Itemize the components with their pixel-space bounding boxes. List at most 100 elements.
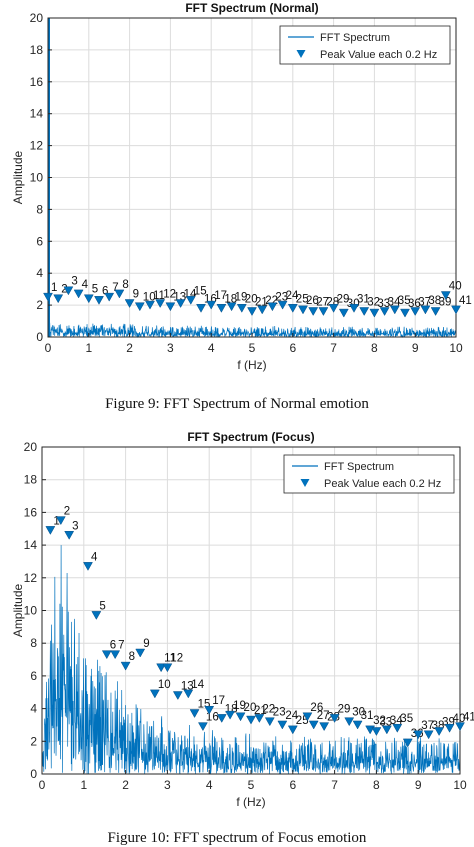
peak-marker	[257, 305, 268, 315]
x-tick-label: 8	[371, 341, 378, 355]
y-tick-label: 2	[30, 734, 37, 748]
peak-label: 25	[296, 715, 309, 727]
peak-label: 17	[212, 695, 225, 707]
legend-box	[283, 454, 455, 494]
y-tick-label: 4	[30, 702, 37, 716]
peak-marker	[63, 286, 74, 296]
x-tick-label: 3	[167, 341, 174, 355]
peak-marker	[101, 650, 112, 660]
y-tick-label: 12	[30, 139, 44, 153]
x-tick-label: 0	[45, 341, 52, 355]
x-tick-label: 6	[289, 778, 296, 792]
peak-label: 33	[379, 716, 392, 728]
y-tick-label: 16	[24, 505, 38, 519]
x-tick-label: 10	[449, 341, 463, 355]
peak-label: 4	[91, 551, 98, 563]
y-tick-label: 4	[36, 266, 43, 280]
peak-label: 36	[408, 298, 421, 310]
peak-label: 1	[51, 282, 57, 294]
peak-marker	[114, 289, 125, 299]
legend-peaks-label: Peak Value each 0.2 Hz	[320, 49, 437, 61]
peak-label: 35	[400, 713, 413, 725]
y-tick-label: 6	[36, 234, 43, 248]
peak-marker	[379, 307, 390, 316]
peak-label: 33	[377, 298, 390, 310]
y-tick-label: 10	[30, 171, 44, 185]
peak-marker	[389, 305, 400, 315]
peak-marker	[302, 712, 313, 722]
peak-label: 41	[459, 295, 472, 307]
peak-label: 5	[99, 600, 105, 612]
peak-marker	[402, 738, 413, 748]
x-tick-label: 5	[249, 341, 256, 355]
peak-marker	[236, 304, 247, 313]
chart-title: FFT Spectrum (Normal)	[185, 1, 318, 15]
peak-marker	[225, 710, 236, 720]
peak-label: 32	[367, 296, 380, 308]
peak-marker	[413, 730, 424, 740]
peak-label: 16	[206, 712, 219, 724]
peak-label: 31	[361, 710, 374, 722]
peak-label: 26	[306, 295, 319, 307]
peak-marker	[124, 299, 135, 309]
peak-marker	[400, 308, 410, 318]
peak-marker	[120, 661, 131, 671]
y-axis-label: Amplitude	[11, 151, 25, 205]
peak-label: 20	[245, 293, 258, 305]
peak-label: 22	[262, 703, 275, 715]
peak-marker	[369, 308, 380, 318]
peak-marker	[338, 308, 349, 318]
peak-label: 24	[286, 290, 299, 302]
peak-label: 39	[439, 296, 452, 308]
peak-marker	[149, 689, 160, 699]
y-tick-label: 18	[24, 473, 38, 487]
peak-marker	[359, 307, 370, 316]
peak-marker	[216, 304, 227, 313]
y-axis-label: Amplitude	[11, 584, 25, 638]
peak-marker	[328, 304, 339, 313]
legend: FFT Spectrum Peak Value each 0.2 Hz	[283, 454, 455, 494]
peak-marker	[420, 305, 431, 315]
peak-marker	[430, 307, 441, 316]
peak-label: 27	[316, 296, 329, 308]
grid	[47, 17, 457, 338]
peak-label: 23	[275, 292, 288, 304]
peak-label: 13	[181, 681, 194, 693]
peak-marker	[204, 705, 215, 715]
figure-10-caption: Figure 10: FFT spectrum of Focus emotion	[107, 830, 367, 846]
peak-label: 9	[133, 289, 139, 301]
y-tick-label: 0	[30, 767, 37, 781]
peak-label: 2	[61, 284, 67, 296]
peak-label: 19	[235, 292, 248, 304]
peak-marker	[155, 299, 166, 309]
y-tick-label: 20	[24, 440, 38, 454]
y-tick-label: 10	[24, 604, 38, 618]
peak-label: 17	[214, 290, 227, 302]
peak-label: 40	[449, 281, 462, 293]
peak-marker	[277, 720, 288, 730]
peak-label: 10	[158, 679, 171, 691]
peak-label: 37	[421, 720, 434, 732]
peak-marker	[91, 611, 102, 620]
y-tick-label: 16	[30, 75, 44, 89]
peak-marker	[287, 725, 298, 735]
peak-marker	[183, 689, 194, 699]
peak-label: 37	[418, 296, 431, 308]
peak-marker	[73, 289, 84, 299]
peak-label: 21	[255, 296, 268, 308]
peak-marker	[440, 291, 451, 301]
peak-marker	[392, 723, 403, 733]
peak-label: 41	[463, 712, 474, 724]
peak-label: 6	[102, 285, 108, 297]
peak-label: 9	[143, 638, 149, 650]
peak-marker	[352, 720, 363, 730]
y-tick-label: 0	[36, 330, 43, 344]
y-tick-label: 14	[24, 538, 38, 552]
legend-marker-swatch	[300, 479, 310, 487]
chart-title: FFT Spectrum (Focus)	[187, 430, 314, 444]
peak-marker	[329, 714, 340, 723]
peak-marker	[135, 648, 146, 658]
x-tick-label: 7	[331, 778, 338, 792]
